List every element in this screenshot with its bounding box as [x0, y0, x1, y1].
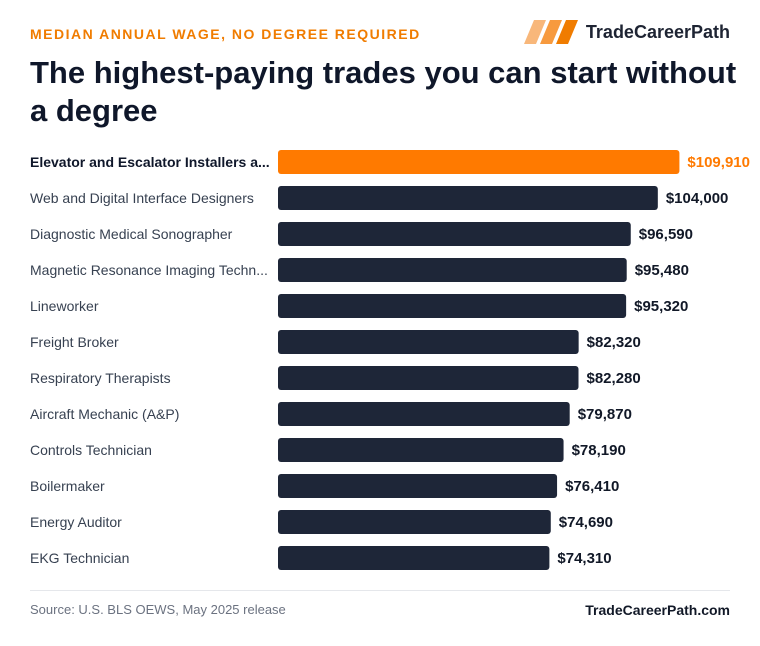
brand-logo[interactable]: TradeCareerPath	[523, 20, 730, 44]
value-label: $78,190	[572, 442, 626, 459]
bar	[278, 222, 631, 246]
category-label: Elevator and Escalator Installers a...	[30, 154, 270, 170]
category-label: EKG Technician	[30, 550, 129, 566]
bar	[278, 186, 658, 210]
bar-row: Web and Digital Interface Designers $104,…	[30, 186, 728, 210]
value-label: $74,310	[557, 550, 611, 567]
value-label: $95,320	[634, 298, 688, 315]
category-label: Lineworker	[30, 298, 99, 314]
category-label: Controls Technician	[30, 442, 152, 458]
value-label: $74,690	[559, 514, 613, 531]
bar-row: Controls Technician $78,190	[30, 438, 626, 462]
bar-row: Magnetic Resonance Imaging Techn... $95,4…	[30, 258, 689, 282]
category-label: Boilermaker	[30, 478, 105, 494]
value-label: $76,410	[565, 478, 619, 495]
value-label: $82,320	[587, 334, 641, 351]
bar	[278, 366, 579, 390]
category-label: Energy Auditor	[30, 514, 122, 530]
bar-row: EKG Technician $74,310	[30, 546, 612, 570]
value-label: $95,480	[635, 262, 689, 279]
bar-row: Energy Auditor $74,690	[30, 510, 613, 534]
footer-divider	[30, 590, 730, 591]
category-label: Freight Broker	[30, 334, 119, 350]
value-label: $109,910	[687, 154, 750, 171]
bar	[278, 150, 680, 174]
stripes-logo-icon	[523, 20, 578, 44]
brand-name: TradeCareerPath	[585, 21, 730, 42]
chart-eyebrow: MEDIAN ANNUAL WAGE, NO DEGREE REQUIRED	[30, 26, 421, 42]
category-label: Respiratory Therapists	[30, 370, 171, 386]
bar-row: Respiratory Therapists $82,280	[30, 366, 641, 390]
bar-row: Freight Broker $82,320	[30, 330, 641, 354]
value-label: $104,000	[666, 190, 729, 207]
bar-row: Lineworker $95,320	[30, 294, 688, 318]
bar-row: Elevator and Escalator Installers a... $1…	[30, 150, 750, 174]
bar	[278, 438, 564, 462]
bar	[278, 258, 627, 282]
bar	[278, 474, 558, 498]
bar	[278, 510, 551, 534]
bar-row: Diagnostic Medical Sonographer $96,590	[30, 222, 693, 246]
bar	[278, 546, 550, 570]
page-title: The highest-paying trades you can start …	[30, 55, 737, 128]
category-label: Magnetic Resonance Imaging Techn...	[30, 262, 268, 278]
category-label: Aircraft Mechanic (A&P)	[30, 406, 179, 422]
category-label: Web and Digital Interface Designers	[30, 190, 254, 206]
bar-chart-svg: Elevator and Escalator Installers a... $1…	[30, 150, 750, 570]
value-label: $96,590	[639, 226, 693, 243]
bar-chart: Elevator and Escalator Installers a... $1…	[0, 142, 760, 578]
bar-row: Boilermaker $76,410	[30, 474, 619, 498]
value-label: $79,870	[578, 406, 632, 423]
bar	[278, 330, 579, 354]
site-url[interactable]: TradeCareerPath.com	[585, 602, 730, 618]
bar	[278, 402, 570, 426]
source-note: Source: U.S. BLS OEWS, May 2025 release	[30, 602, 286, 617]
value-label: $82,280	[587, 370, 641, 387]
bar	[278, 294, 627, 318]
category-label: Diagnostic Medical Sonographer	[30, 226, 233, 242]
bar-row: Aircraft Mechanic (A&P) $79,870	[30, 402, 632, 426]
